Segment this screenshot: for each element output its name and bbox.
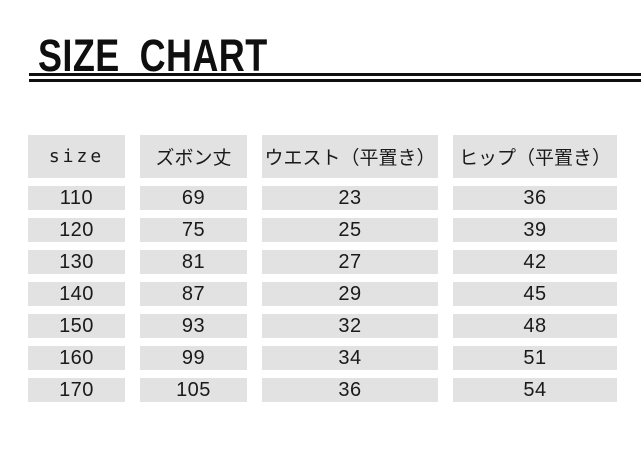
table-cell: 81 <box>140 250 247 274</box>
page-title: SIZE CHART <box>38 30 268 81</box>
table-cell: 36 <box>262 378 438 402</box>
table-cell: 29 <box>262 282 438 306</box>
table-cell: 170 <box>28 378 125 402</box>
table-cell: 23 <box>262 186 438 210</box>
column-header-waist-flat: ウエスト（平置き） <box>262 135 438 178</box>
table-cell: 99 <box>140 346 247 370</box>
column-header-size: size <box>28 135 125 178</box>
table-cell: 48 <box>453 314 617 338</box>
table-cell: 45 <box>453 282 617 306</box>
table-cell: 34 <box>262 346 438 370</box>
table-cell: 32 <box>262 314 438 338</box>
table-cell: 25 <box>262 218 438 242</box>
table-cell: 39 <box>453 218 617 242</box>
table-cell: 51 <box>453 346 617 370</box>
table-cell: 36 <box>453 186 617 210</box>
table-cell: 150 <box>28 314 125 338</box>
table-cell: 120 <box>28 218 125 242</box>
table-cell: 110 <box>28 186 125 210</box>
table-cell: 130 <box>28 250 125 274</box>
table-cell: 27 <box>262 250 438 274</box>
table-cell: 93 <box>140 314 247 338</box>
table-cell: 69 <box>140 186 247 210</box>
table-cell: 87 <box>140 282 247 306</box>
table-cell: 160 <box>28 346 125 370</box>
column-header-pants-length: ズボン丈 <box>140 135 247 178</box>
title-double-underline <box>29 73 641 82</box>
column-header-hip-flat: ヒップ（平置き） <box>453 135 617 178</box>
table-cell: 140 <box>28 282 125 306</box>
table-cell: 105 <box>140 378 247 402</box>
size-table: size ズボン丈 ウエスト（平置き） ヒップ（平置き） 110 69 23 3… <box>28 135 617 402</box>
table-cell: 54 <box>453 378 617 402</box>
table-cell: 75 <box>140 218 247 242</box>
table-cell: 42 <box>453 250 617 274</box>
